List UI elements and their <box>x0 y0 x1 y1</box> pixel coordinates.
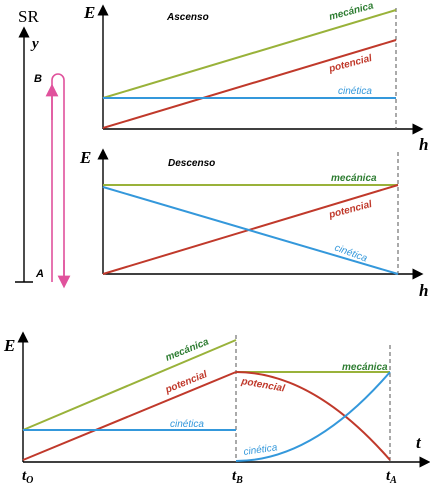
time-mechanical-left <box>22 339 237 431</box>
tick-ta: tA <box>386 468 397 484</box>
ascent-y-label: E <box>83 3 95 22</box>
trajectory-path <box>51 73 65 282</box>
ascent-title: Ascenso <box>166 12 209 23</box>
ascent-mechanical-line <box>102 9 397 99</box>
time-kinetic-right <box>235 371 391 462</box>
time-kinetic-right-label: cinética <box>243 442 279 458</box>
descent-y-label: E <box>79 148 91 167</box>
ascent-potential-label: potencial <box>327 53 373 75</box>
ascent-mechanical-label: mecánica <box>328 0 375 23</box>
tick-t0: tO <box>22 468 33 484</box>
descent-kinetic-label: cinética <box>333 242 369 264</box>
descent-potential-label: potencial <box>327 199 373 221</box>
point-a-label: A <box>35 268 44 280</box>
panel-ascent: E h Ascenso mecánica potencial cinética <box>83 0 428 154</box>
time-potential-right <box>235 371 391 461</box>
descent-title: Descenso <box>168 158 215 169</box>
frame-label: SR <box>18 7 39 26</box>
time-potential-left <box>22 371 237 461</box>
ascent-potential-line <box>102 39 397 129</box>
tick-tb: tB <box>232 468 243 484</box>
ascent-kinetic-label: cinética <box>338 86 372 97</box>
time-kinetic-left-label: cinética <box>170 419 204 430</box>
panel-descent: E h Descenso mecánica potencial cinética <box>79 148 428 300</box>
ascent-x-label: h <box>419 135 428 154</box>
point-b-label: B <box>34 73 42 85</box>
descent-mechanical-label: mecánica <box>331 173 377 184</box>
y-axis-label: y <box>30 36 39 52</box>
time-mechanical-right-label: mecánica <box>342 362 388 373</box>
reference-frame: SR y B A <box>15 7 71 289</box>
descent-kinetic-line <box>102 186 399 275</box>
descent-x-label: h <box>419 281 428 300</box>
panel-time: E t tO tB tA mecánica potencial cinética… <box>3 331 430 484</box>
time-y-label: E <box>3 336 15 355</box>
time-x-label: t <box>416 433 422 452</box>
